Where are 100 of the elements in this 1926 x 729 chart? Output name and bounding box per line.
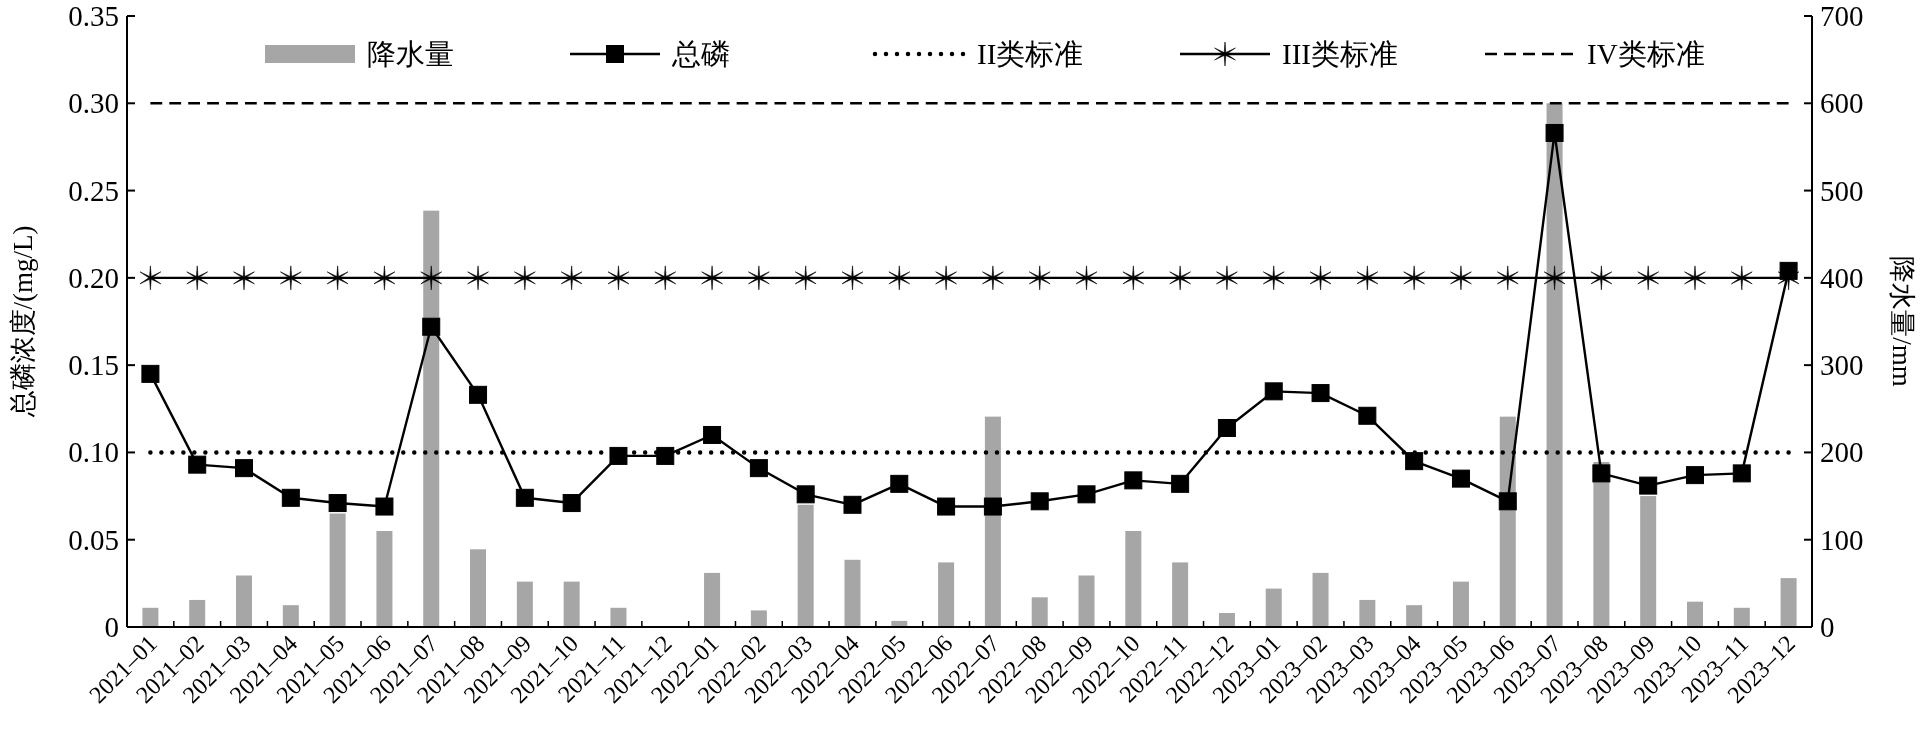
point	[1263, 265, 1285, 291]
point	[469, 385, 488, 404]
point	[654, 265, 676, 291]
point	[1684, 265, 1706, 291]
point	[1124, 471, 1143, 490]
point	[1029, 265, 1051, 291]
y-tick-label: 0.25	[68, 174, 119, 207]
point	[1405, 452, 1424, 471]
point	[514, 265, 536, 291]
y-tick-label: 0.30	[68, 87, 119, 120]
point	[796, 485, 815, 504]
point	[1685, 466, 1704, 485]
y-tick-label: 0.20	[68, 261, 119, 294]
point	[1358, 406, 1377, 425]
bar	[844, 559, 861, 627]
point	[749, 459, 768, 478]
point	[1639, 476, 1658, 495]
bar	[1218, 613, 1235, 627]
point	[1309, 265, 1332, 291]
bar	[1733, 607, 1750, 627]
bar	[1312, 572, 1329, 627]
bar	[563, 581, 580, 627]
y2-tick-label: 0	[1820, 611, 1835, 643]
point	[701, 265, 723, 291]
point	[748, 265, 770, 291]
y-axis-title: 总磷浓度/(mg/L)	[8, 225, 38, 419]
legend-label: II类标准	[977, 38, 1084, 70]
bar	[142, 607, 159, 627]
legend-label: 降水量	[367, 38, 454, 70]
bar	[750, 610, 767, 627]
y-tick-label: 0.15	[68, 349, 119, 382]
point	[841, 265, 864, 291]
point	[1497, 265, 1519, 291]
point	[656, 446, 675, 465]
bar	[516, 581, 533, 627]
point	[1543, 265, 1566, 291]
bar	[1078, 575, 1095, 627]
point	[983, 497, 1002, 516]
point	[1592, 464, 1611, 483]
point	[1732, 464, 1751, 483]
y2-tick-label: 400	[1820, 261, 1864, 294]
point	[1311, 384, 1330, 403]
bar	[1780, 578, 1797, 627]
y2-tick-label: 100	[1820, 523, 1864, 556]
point	[1077, 485, 1096, 504]
point	[328, 494, 347, 513]
y-tick-label: 0.10	[68, 436, 119, 469]
point	[280, 265, 302, 291]
bar	[1546, 103, 1563, 627]
y-tick-label: 0	[104, 611, 119, 643]
point	[1498, 492, 1517, 511]
point	[794, 265, 817, 291]
point	[1403, 265, 1425, 291]
point	[1356, 265, 1379, 291]
point	[609, 446, 628, 465]
y-tick-label: 0.35	[68, 0, 119, 32]
point	[1451, 469, 1470, 488]
point	[141, 364, 160, 383]
y2-tick-label: 700	[1820, 0, 1864, 32]
bar	[610, 607, 627, 627]
point	[186, 265, 208, 291]
y2-tick-label: 200	[1820, 436, 1864, 469]
legend-label: 总磷	[671, 38, 730, 70]
point	[982, 265, 1004, 291]
point	[562, 494, 581, 513]
bar	[1686, 601, 1703, 627]
point	[890, 474, 909, 493]
bar	[282, 605, 299, 627]
bar	[236, 575, 253, 627]
point	[1216, 265, 1238, 291]
point	[703, 425, 722, 444]
point	[607, 265, 630, 291]
y2-tick-label: 500	[1820, 174, 1864, 207]
bar	[938, 562, 955, 627]
point	[515, 488, 534, 507]
bar	[423, 210, 440, 627]
bar	[1125, 530, 1142, 627]
bar	[1172, 562, 1189, 627]
point	[467, 265, 489, 291]
y2-axis-title: 降水量/mm	[1887, 256, 1917, 387]
point	[1171, 474, 1190, 493]
bar	[470, 549, 487, 627]
bar	[189, 599, 206, 627]
point	[937, 497, 956, 516]
point	[420, 265, 442, 291]
bar	[376, 530, 393, 627]
bar	[1265, 588, 1282, 627]
bar	[797, 504, 814, 627]
point	[1637, 265, 1659, 291]
point	[1545, 123, 1564, 142]
point	[375, 497, 394, 516]
point	[1590, 265, 1613, 291]
bar	[1640, 496, 1657, 627]
y-tick-label: 0.05	[68, 523, 119, 556]
point	[1075, 265, 1098, 291]
point	[281, 488, 300, 507]
point	[139, 265, 162, 291]
legend-label: IV类标准	[1587, 38, 1705, 70]
point	[1217, 418, 1236, 437]
bar	[1031, 597, 1048, 627]
